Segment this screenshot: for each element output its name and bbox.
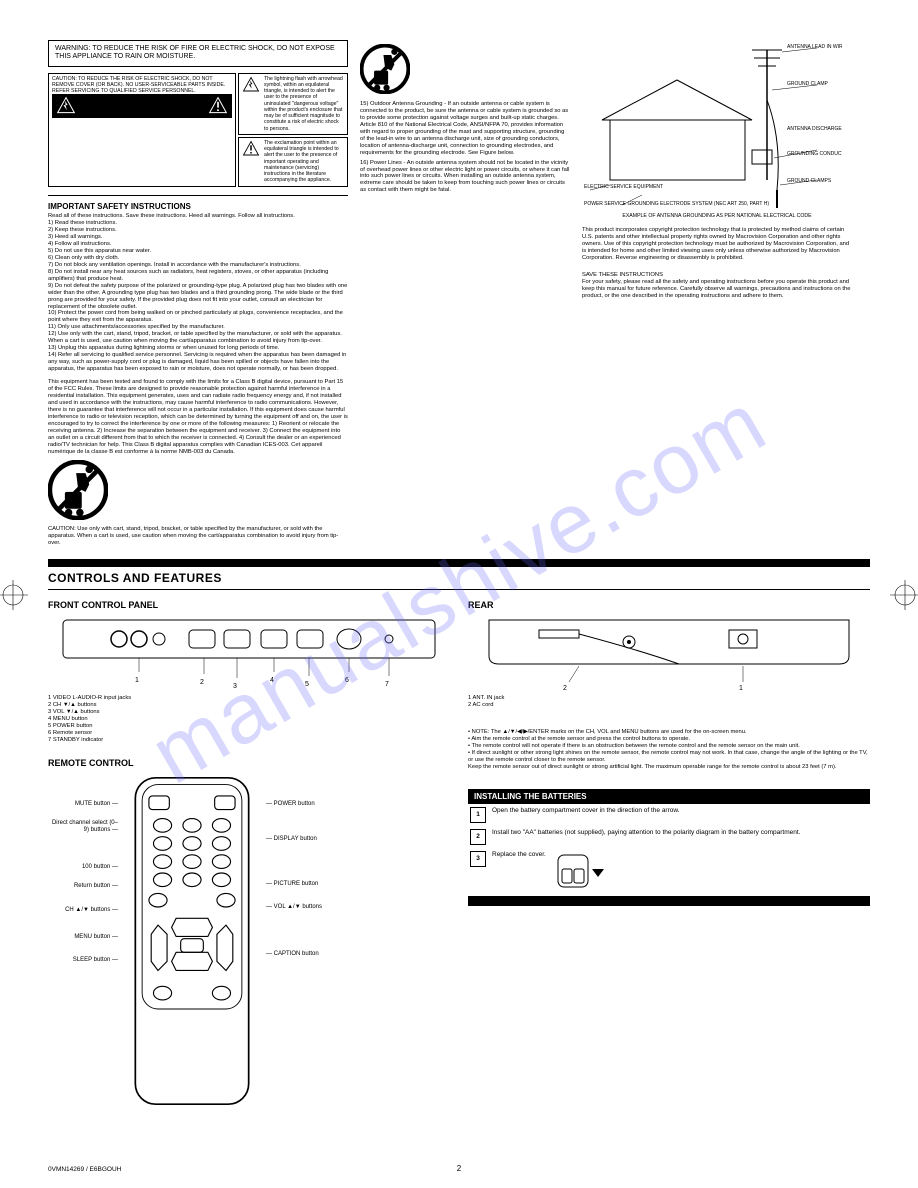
svg-text:6: 6 <box>345 677 349 684</box>
exclam-triangle-icon <box>242 140 260 158</box>
step-1-text: Open the battery compartment cover in th… <box>492 807 680 815</box>
caution-block: CAUTION: TO REDUCE THE RISK OF ELECTRIC … <box>48 73 348 187</box>
cropmark-left <box>0 580 28 610</box>
remote-labels-right: — POWER button — DISPLAY button — PICTUR… <box>266 771 336 1111</box>
battery-box: INSTALLING THE BATTERIES 1 Open the batt… <box>468 789 870 907</box>
svg-text:2: 2 <box>563 685 567 692</box>
safety-heading: IMPORTANT SAFETY INSTRUCTIONS <box>48 202 348 212</box>
svg-text:5: 5 <box>305 681 309 688</box>
remote-diagram <box>122 771 262 1111</box>
svg-text:4: 4 <box>270 677 274 684</box>
page-number: 2 <box>0 1164 918 1174</box>
svg-text:3: 3 <box>233 683 237 690</box>
section-divider <box>48 559 870 567</box>
step-2-num: 2 <box>470 829 486 845</box>
battery-heading: INSTALLING THE BATTERIES <box>468 789 870 805</box>
tri-text: The exclamation point within an equilate… <box>264 140 344 184</box>
bolt-triangle-icon <box>56 96 76 116</box>
svg-text:POWER SERVICE GROUNDING ELECTR: POWER SERVICE GROUNDING ELECTRODE SYSTEM… <box>584 201 769 207</box>
cart-caution: CAUTION: Use only with cart, stand, trip… <box>48 526 348 547</box>
fcc-block: This equipment has been tested and found… <box>48 379 348 455</box>
controls-heading: CONTROLS AND FEATURES <box>48 571 870 585</box>
caution-body: CAUTION: TO REDUCE THE RISK OF ELECTRIC … <box>52 76 232 95</box>
safety-list: Read all of these instructions. Save the… <box>48 213 348 373</box>
mid-column: 15) Outdoor Antenna Grounding - If an ou… <box>360 40 570 547</box>
rear-panel-diagram: 2 1 <box>468 612 870 692</box>
caution-black-bar <box>52 94 232 118</box>
remote-labels-left: MUTE button — Direct channel select (0–9… <box>48 771 118 1111</box>
svg-text:1: 1 <box>135 677 139 684</box>
front-legend: 1 VIDEO L-AUDIO-R input jacks 2 CH ▼/▲ b… <box>48 695 450 744</box>
step-2-text: Install two "AA" batteries (not supplied… <box>492 829 800 837</box>
svg-text:1: 1 <box>739 685 743 692</box>
svg-text:GROUND CLAMP: GROUND CLAMP <box>787 81 829 87</box>
bolt-text: The lightning flash with arrowhead symbo… <box>264 76 344 132</box>
rear-heading: REAR <box>468 600 870 611</box>
rear-legend: 1 ANT. IN jack 2 AC cord <box>468 695 870 709</box>
svg-text:ANTENNA LEAD IN WIRE: ANTENNA LEAD IN WIRE <box>787 44 842 50</box>
svg-text:GROUNDING CONDUCTORS (NEC SECT: GROUNDING CONDUCTORS (NEC SECTION 810-21… <box>787 151 842 157</box>
svg-text:ELECTRIC SERVICE EQUIPMENT: ELECTRIC SERVICE EQUIPMENT <box>584 184 663 190</box>
battery-diagram-icon <box>552 851 606 891</box>
no-tip-icon <box>48 460 108 520</box>
antenna-caption: EXAMPLE OF ANTENNA GROUNDING AS PER NATI… <box>582 213 852 219</box>
svg-text:ANTENNA DISCHARGE UNIT (NEC SE: ANTENNA DISCHARGE UNIT (NEC SECTION 810-… <box>787 126 842 132</box>
front-panel-diagram: 1 2 3 4 5 6 7 <box>48 612 450 692</box>
svg-text:7: 7 <box>385 681 389 688</box>
front-panel-heading: FRONT CONTROL PANEL <box>48 600 450 611</box>
cropmark-right <box>890 580 918 610</box>
svg-text:GROUND CLAMPS: GROUND CLAMPS <box>787 178 832 184</box>
no-tip-icon <box>360 44 410 94</box>
remote-notes: • NOTE: The ▲/▼/◀/▶/ENTER marks on the C… <box>468 729 870 771</box>
antenna-diagram: ANTENNA LEAD IN WIRE GROUND CLAMP ANTENN… <box>582 40 842 210</box>
remote-heading: REMOTE CONTROL <box>48 758 450 769</box>
save-instructions: SAVE THESE INSTRUCTIONS For your safety,… <box>582 272 852 300</box>
step-3-num: 3 <box>470 851 486 867</box>
bolt-triangle-icon <box>242 76 260 94</box>
exclam-triangle-icon <box>208 96 228 116</box>
trademarks-block: This product incorporates copyright prot… <box>582 227 852 262</box>
step-3-text: Replace the cover. <box>492 851 546 859</box>
step-1-num: 1 <box>470 807 486 823</box>
warning-box: WARNING: TO REDUCE THE RISK OF FIRE OR E… <box>48 40 348 67</box>
svg-text:2: 2 <box>200 679 204 686</box>
